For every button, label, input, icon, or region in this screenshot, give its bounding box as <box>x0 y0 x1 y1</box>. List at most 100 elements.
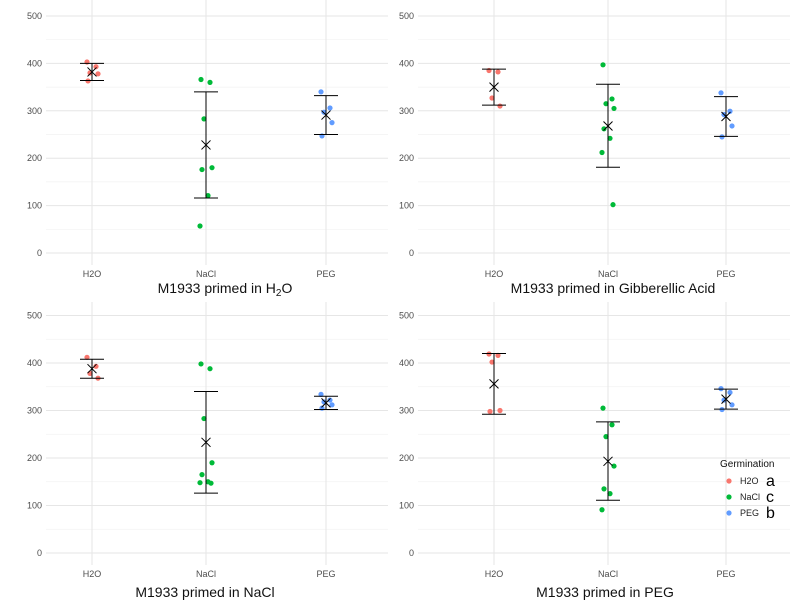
data-point-peg <box>729 123 735 129</box>
data-point-nacl <box>198 76 204 83</box>
data-point-h2o <box>497 103 503 109</box>
x-tick-label: PEG <box>716 269 735 279</box>
legend-significance-letter: c <box>766 489 774 506</box>
x-tick-label: H2O <box>485 269 504 279</box>
data-point-nacl <box>599 149 605 156</box>
legend-significance-letter: b <box>766 505 775 522</box>
y-tick-label: 0 <box>409 248 414 258</box>
mean-marker <box>87 363 97 374</box>
x-tick-label: H2O <box>485 569 504 579</box>
y-tick-label: 300 <box>399 106 414 116</box>
data-point-nacl <box>209 165 215 171</box>
x-tick-label: NaCl <box>598 569 618 579</box>
data-point-nacl <box>611 463 617 469</box>
y-tick-label: 400 <box>399 358 414 368</box>
y-tick-label: 500 <box>27 311 42 321</box>
mean-marker <box>489 82 499 92</box>
y-tick-label: 0 <box>37 548 42 558</box>
data-point-nacl <box>607 135 613 141</box>
data-point-peg <box>327 105 333 111</box>
mean-marker <box>321 398 331 408</box>
legend-title: Germination <box>720 459 774 470</box>
y-tick-label: 500 <box>399 11 414 21</box>
data-point-nacl <box>610 202 616 208</box>
x-tick-label: PEG <box>716 569 735 579</box>
data-point-h2o <box>495 352 501 358</box>
data-point-peg <box>329 120 335 126</box>
y-tick-label: 300 <box>27 106 42 116</box>
x-tick-label: PEG <box>316 269 335 279</box>
y-tick-label: 300 <box>27 406 42 416</box>
data-point-nacl <box>201 415 207 422</box>
y-tick-label: 200 <box>399 453 414 463</box>
panel-title-tail: O <box>281 280 292 296</box>
data-point-h2o <box>489 359 495 365</box>
y-tick-label: 0 <box>37 248 42 258</box>
legend-label: PEG <box>740 508 759 518</box>
mean-marker <box>489 379 499 389</box>
y-tick-label: 0 <box>409 548 414 558</box>
data-point-h2o <box>84 354 90 360</box>
y-tick-label: 100 <box>27 501 42 511</box>
panel-title: M1933 primed in Gibberellic Acid <box>511 280 716 296</box>
data-point-nacl <box>600 405 606 411</box>
data-point-nacl <box>603 101 609 107</box>
mean-marker <box>603 456 613 467</box>
y-tick-label: 400 <box>27 358 42 368</box>
data-point-nacl <box>207 366 213 372</box>
data-point-peg <box>327 397 333 403</box>
data-point-nacl <box>208 480 214 486</box>
data-point-nacl <box>209 460 215 466</box>
data-point-h2o <box>497 407 503 414</box>
panel-4: 0 100 200 300 400 500 H2O NaCl PEG M1933 primed i… <box>399 302 790 600</box>
y-tick-label: 500 <box>27 11 42 21</box>
data-point-nacl <box>198 361 204 367</box>
data-point-peg <box>318 391 324 397</box>
y-tick-label: 200 <box>27 153 42 163</box>
mean-marker <box>201 140 211 150</box>
data-point-nacl <box>197 480 203 486</box>
data-point-h2o <box>489 95 495 101</box>
data-point-h2o <box>95 71 101 77</box>
y-tick-label: 200 <box>399 153 414 163</box>
data-point-nacl <box>199 472 205 478</box>
mean-marker <box>321 110 331 120</box>
x-tick-label: H2O <box>83 569 102 579</box>
data-point-nacl <box>601 486 607 492</box>
data-point-h2o <box>93 64 99 70</box>
data-point-nacl <box>205 193 211 199</box>
y-tick-label: 200 <box>27 453 42 463</box>
data-point-peg <box>727 389 733 396</box>
y-tick-label: 100 <box>399 501 414 511</box>
data-point-h2o <box>93 363 99 369</box>
mean-marker <box>201 437 211 448</box>
mean-marker <box>87 67 97 77</box>
data-point-h2o <box>495 69 501 75</box>
legend-significance-letter: a <box>766 473 775 490</box>
data-point-nacl <box>197 223 203 229</box>
x-tick-label: PEG <box>316 569 335 579</box>
mean-marker <box>721 111 731 122</box>
data-point-nacl <box>607 491 613 497</box>
data-point-peg <box>727 108 733 114</box>
y-tick-label: 100 <box>399 201 414 211</box>
mean-marker <box>603 121 613 131</box>
legend-key-h2o <box>726 478 732 484</box>
data-point-peg <box>729 402 735 408</box>
x-tick-label: NaCl <box>196 569 216 579</box>
x-tick-label: NaCl <box>196 269 216 279</box>
data-point-h2o <box>487 408 493 415</box>
data-point-nacl <box>600 62 606 68</box>
legend-key-peg <box>726 510 732 516</box>
y-tick-label: 500 <box>399 311 414 321</box>
mean-marker <box>721 394 731 404</box>
panel-title: M1933 primed in H2O <box>158 280 293 299</box>
x-tick-label: H2O <box>83 269 102 279</box>
data-point-nacl <box>599 507 605 513</box>
data-point-nacl <box>609 422 615 428</box>
data-point-nacl <box>201 116 207 122</box>
y-tick-label: 400 <box>399 58 414 68</box>
legend-label: H2O <box>740 476 759 486</box>
